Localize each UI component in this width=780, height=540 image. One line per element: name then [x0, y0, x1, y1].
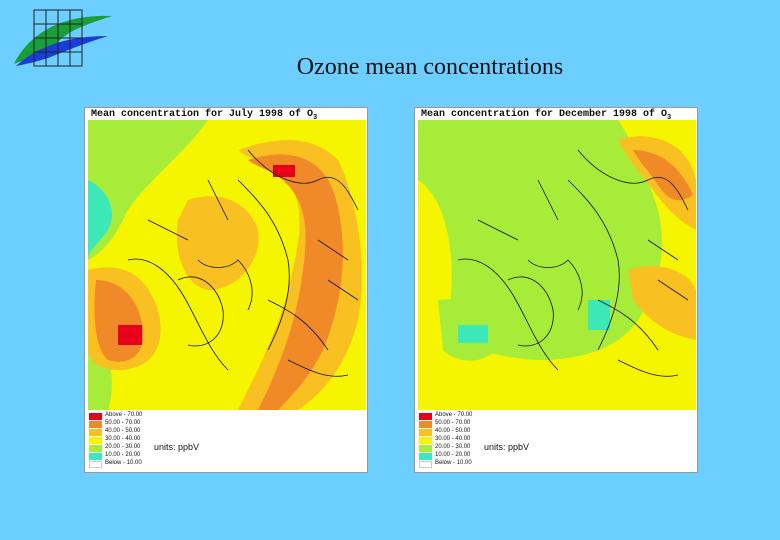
- legend-label: 40.00 - 50.00: [435, 428, 471, 434]
- legend-swatch: [419, 413, 432, 420]
- legend-label: 20.00 - 30.00: [435, 444, 471, 450]
- legend-swatch: [89, 413, 102, 420]
- panel-title-subscript: 3: [667, 114, 672, 122]
- legend-swatch: [419, 445, 432, 452]
- legend-swatch: [89, 437, 102, 444]
- legend-swatch: [89, 429, 102, 436]
- legend-label: Below - 10.00: [435, 460, 472, 466]
- panel-title: Mean concentration for December 1998 of …: [421, 109, 691, 122]
- units-label: units: ppbV: [484, 442, 530, 452]
- legend-swatch: [419, 437, 432, 444]
- legend-swatch: [419, 461, 432, 468]
- slide-title: Ozone mean concentrations: [296, 54, 564, 80]
- panel-title-subscript: 3: [313, 114, 318, 122]
- december-ozone-map: [418, 120, 696, 410]
- legend-label: 50.00 - 70.00: [105, 420, 141, 426]
- panel-title: Mean concentration for July 1998 of O3: [91, 109, 361, 122]
- legend-label: 30.00 - 40.00: [105, 436, 141, 442]
- units-label: units: ppbV: [154, 442, 200, 452]
- july-ozone-map: [88, 120, 366, 410]
- legend-swatch: [89, 453, 102, 460]
- legend-label: 10.00 - 20.00: [435, 452, 471, 458]
- legend-swatch: [419, 453, 432, 460]
- legend-swatch: [419, 429, 432, 436]
- grid-wave-logo-icon: [14, 9, 112, 67]
- legend-swatch: [89, 421, 102, 428]
- panel-title-main: Mean concentration for July 1998 of O: [91, 109, 314, 120]
- color-legend: Above - 70.00 50.00 - 70.00 40.00 - 50.0…: [86, 412, 368, 473]
- july-ozone-panel: Mean concentration for July 1998 of O3 A…: [84, 107, 368, 473]
- december-ozone-panel: Mean concentration for December 1998 of …: [414, 107, 698, 473]
- legend-swatch: [89, 445, 102, 452]
- legend-label: 30.00 - 40.00: [435, 436, 471, 442]
- legend-swatch: [89, 461, 102, 468]
- color-legend: Above - 70.00 50.00 - 70.00 40.00 - 50.0…: [416, 412, 698, 473]
- legend-label: Above - 70.00: [105, 412, 143, 418]
- legend-swatch: [419, 421, 432, 428]
- legend-label: Above - 70.00: [435, 412, 473, 418]
- legend-label: 40.00 - 50.00: [105, 428, 141, 434]
- legend-label: Below - 10.00: [105, 460, 142, 466]
- panel-title-main: Mean concentration for December 1998 of …: [421, 109, 668, 120]
- legend-label: 50.00 - 70.00: [435, 420, 471, 426]
- legend-label: 20.00 - 30.00: [105, 444, 141, 450]
- legend-label: 10.00 - 20.00: [105, 452, 141, 458]
